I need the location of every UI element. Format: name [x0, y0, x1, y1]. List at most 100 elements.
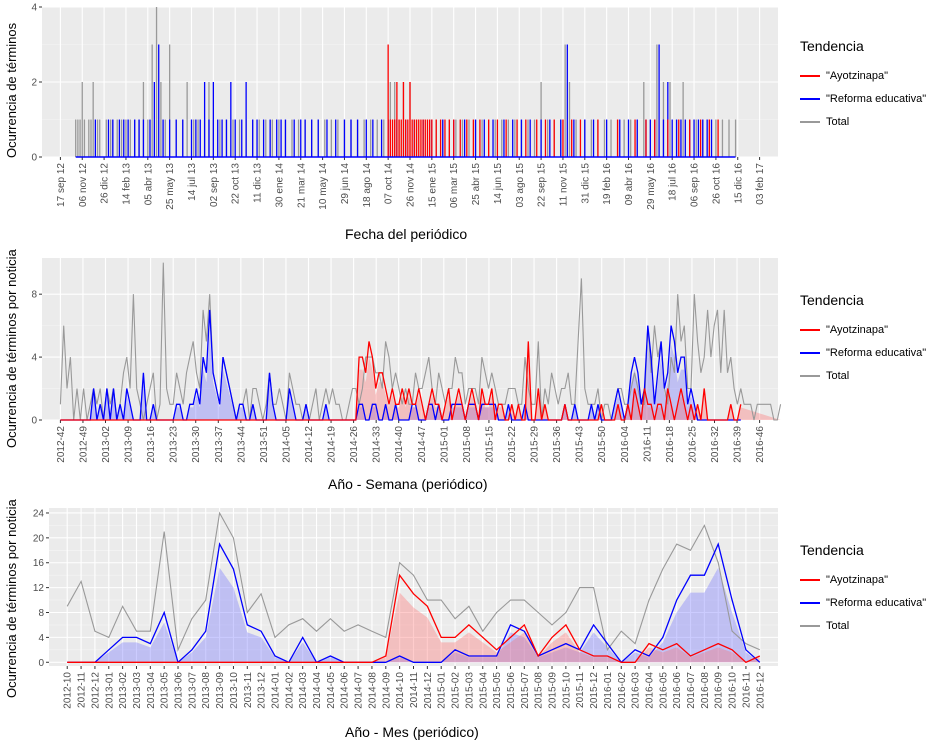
x-tick-label: 2014-09: [381, 672, 392, 709]
x-tick-label: 22 oct 13: [231, 163, 242, 205]
x-tick-label: 2013-37: [214, 426, 225, 463]
line-ayotzinapa: [60, 341, 742, 421]
x-tick-label: 2014-19: [327, 426, 338, 463]
x-tick-label: 03 ago 15: [515, 163, 526, 208]
x-tick-label: 2015-29: [530, 426, 541, 463]
x-tick-label: 2016-02: [617, 672, 628, 709]
x-tick-label: 2013-10: [229, 672, 240, 709]
x-tick-label: 2013-06: [174, 672, 185, 709]
y-tick-label: 0: [38, 658, 44, 669]
x-tick-label: 2016-03: [631, 672, 642, 709]
legend-item-reforma: "Reforma educativa": [800, 87, 926, 110]
legend-key-reforma: [800, 601, 820, 604]
x-tick-label: 29 may 16: [646, 163, 657, 210]
panel-monthly-chart: 0 4 8 12 16 20 24 2012-10 2012-11 2012-12 2013-01 2…: [0, 499, 950, 750]
line-total: [66, 511, 761, 652]
x-tick-label: 2013-44: [236, 426, 247, 463]
x-tick-label: 2013-51: [259, 426, 270, 463]
x-axis-label: Año - Mes (periódico): [345, 724, 479, 740]
legend-title: Tendencia: [800, 542, 864, 558]
legend-key-reforma: [800, 97, 820, 100]
x-tick-label: 2016-06: [672, 672, 683, 709]
x-tick-label: 2014-11: [409, 672, 420, 708]
panel-daily-chart: 0 2 4 17 sep 12 06 nov 12 26 dic 12 14 feb 13 0…: [0, 0, 950, 250]
x-tick-label: 2015-50: [597, 426, 608, 463]
legend-label-total: Total: [826, 619, 850, 632]
x-tick-label: 2016-32: [710, 426, 721, 463]
y-axis-label: Ocurrencia de términos: [4, 22, 19, 158]
x-tick-label: 2016-10: [728, 672, 739, 709]
x-tick-label: 2015-43: [575, 426, 586, 463]
x-tick-label: 02 sep 13: [209, 163, 220, 207]
line-ayotzinapa: [67, 573, 761, 664]
y-tick-label: 2: [31, 78, 37, 89]
x-tick-label: 11 nov 15: [558, 163, 569, 207]
y-tick-label: 8: [31, 290, 37, 301]
x-tick-label: 2013-07: [187, 672, 198, 709]
x-tick-label: 2015-03: [464, 672, 475, 709]
x-tick-label: 2015-05: [492, 672, 503, 709]
x-tick-label: 2014-04: [312, 672, 323, 709]
x-tick-label: 30 ene 14: [274, 163, 285, 208]
legend-item-reforma: "Reforma educativa": [800, 591, 926, 614]
y-tick-label: 0: [31, 416, 37, 427]
legend-item-reforma: "Reforma educativa": [800, 341, 926, 364]
x-tick-label: 06 nov 12: [78, 163, 89, 207]
x-tick-label: 2013-04: [146, 672, 157, 709]
legend-item-total: Total: [800, 110, 926, 133]
x-tick-label: 2015-08: [462, 426, 473, 463]
y-tick-label: 12: [33, 583, 45, 594]
legend-title: Tendencia: [800, 292, 864, 308]
legend-label-ayotzinapa: "Ayotzinapa": [826, 323, 889, 336]
x-tick-label: 2015-22: [507, 426, 518, 463]
x-tick-label: 22 sep 15: [537, 163, 548, 207]
x-tick-label: 2014-40: [394, 426, 405, 463]
legend-key-total: [800, 374, 820, 377]
x-tick-label: 14 jun 15: [493, 163, 504, 205]
legend-key-reforma: [800, 351, 820, 354]
legend-item-ayotzinapa: "Ayotzinapa": [800, 318, 926, 341]
x-tick-label: 03 feb 17: [755, 163, 766, 205]
y-tick-label: 4: [31, 353, 37, 364]
x-tick-label: 2013-08: [201, 672, 212, 709]
x-tick-label: 14 jul 13: [187, 163, 198, 201]
x-tick-label: 18 ago 14: [362, 163, 373, 208]
x-tick-label: 07 oct 14: [384, 163, 395, 205]
x-tick-label: 2016-05: [658, 672, 669, 709]
x-tick-label: 2013-12: [257, 672, 268, 709]
y-tick-label: 0: [31, 153, 37, 164]
x-tick-label: 2015-08: [534, 672, 545, 709]
area-reforma: [67, 567, 760, 663]
legend-key-ayotzinapa: [800, 74, 820, 77]
legend: Tendencia "Ayotzinapa" "Reforma educativ…: [800, 292, 926, 387]
x-tick-label: 2016-04: [620, 426, 631, 463]
x-tick-label: 14 feb 13: [121, 163, 132, 205]
x-tick-label: 2016-18: [665, 426, 676, 463]
x-tick-label: 2016-12: [755, 672, 766, 709]
series-ayotzinapa: [387, 44, 719, 157]
x-tick-label: 2014-26: [349, 426, 360, 463]
x-tick-label: 2016-08: [700, 672, 711, 709]
x-tick-label: 2013-05: [160, 672, 171, 709]
x-tick-label: 2012-42: [56, 426, 67, 463]
y-tick-label: 8: [38, 608, 44, 619]
legend-label-reforma: "Reforma educativa": [826, 596, 927, 609]
y-tick-label: 16: [33, 558, 45, 569]
x-tick-label: 2014-05: [326, 672, 337, 709]
x-tick-label: 2014-12: [423, 672, 434, 709]
x-tick-label: 2014-33: [372, 426, 383, 463]
x-tick-label: 2016-25: [687, 426, 698, 463]
line-reforma: [67, 542, 761, 664]
chart-weekly-svg: 0 4 8 2012-42 2012-49 2013-02 2013-09 2013-16 20…: [31, 258, 782, 463]
y-axis-label: Ocurrencia de términos por noticia: [4, 499, 19, 698]
x-tick-label: 2015-36: [552, 426, 563, 463]
x-tick-label: 2015-01: [437, 672, 448, 709]
x-tick-label: 2013-01: [104, 672, 115, 709]
x-tick-label: 26 nov 14: [406, 163, 417, 207]
legend-title: Tendencia: [800, 38, 864, 54]
legend-label-total: Total: [826, 115, 850, 128]
x-tick-label: 2014-03: [298, 672, 309, 709]
y-tick-label: 20: [33, 533, 45, 544]
y-axis-label: Ocurrencia de términos por noticia: [4, 249, 19, 448]
